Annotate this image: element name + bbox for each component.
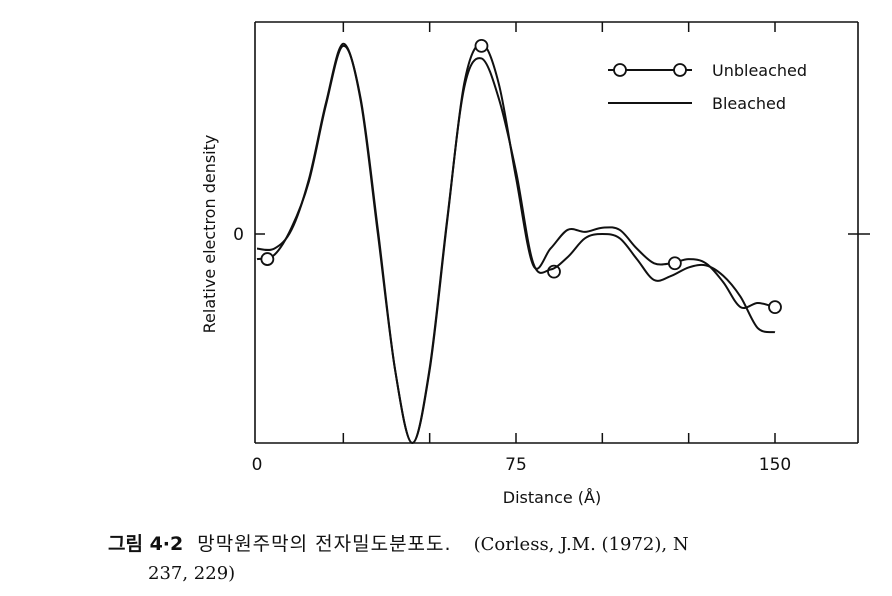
legend: Unbleached Bleached	[608, 61, 807, 113]
data-point-unbleached	[667, 256, 682, 271]
figure-title: 망막원주막의 전자밀도분포도.	[197, 533, 452, 555]
figure-reference-continued: 237, 229)	[148, 563, 236, 584]
x-tick-label-0: 0	[252, 455, 263, 475]
data-point-unbleached	[260, 252, 275, 266]
y-tick-label-0: 0	[233, 225, 244, 245]
data-point-unbleached	[474, 39, 489, 53]
y-axis-label: Relative electron density	[200, 135, 219, 334]
legend-label-bleached: Bleached	[712, 94, 786, 113]
legend-label-unbleached: Unbleached	[712, 61, 807, 80]
legend-marker-unbleached	[673, 63, 687, 77]
series-lines	[256, 39, 782, 445]
chart: 0 75 150 0 Distance (Å) Relative electro…	[200, 21, 870, 507]
legend-symbol-unbleached	[608, 63, 692, 77]
series-line-bleached	[256, 42, 776, 444]
data-point-unbleached	[768, 300, 782, 315]
legend-marker-unbleached	[613, 63, 627, 77]
x-tick-label-75: 75	[505, 455, 527, 475]
x-tick-label-150: 150	[759, 455, 791, 475]
axis-ticks	[255, 22, 870, 443]
figure-reference: (Corless, J.M. (1972), N	[473, 534, 689, 555]
x-axis-label: Distance (Å)	[503, 488, 601, 507]
figure-caption: 그림 4·2 망막원주막의 전자밀도분포도. (Corless, J.M. (197…	[108, 530, 892, 588]
plot-frame	[254, 21, 859, 444]
figure-label: 그림 4·2	[108, 533, 184, 555]
series-line-unbleached	[256, 42, 776, 445]
